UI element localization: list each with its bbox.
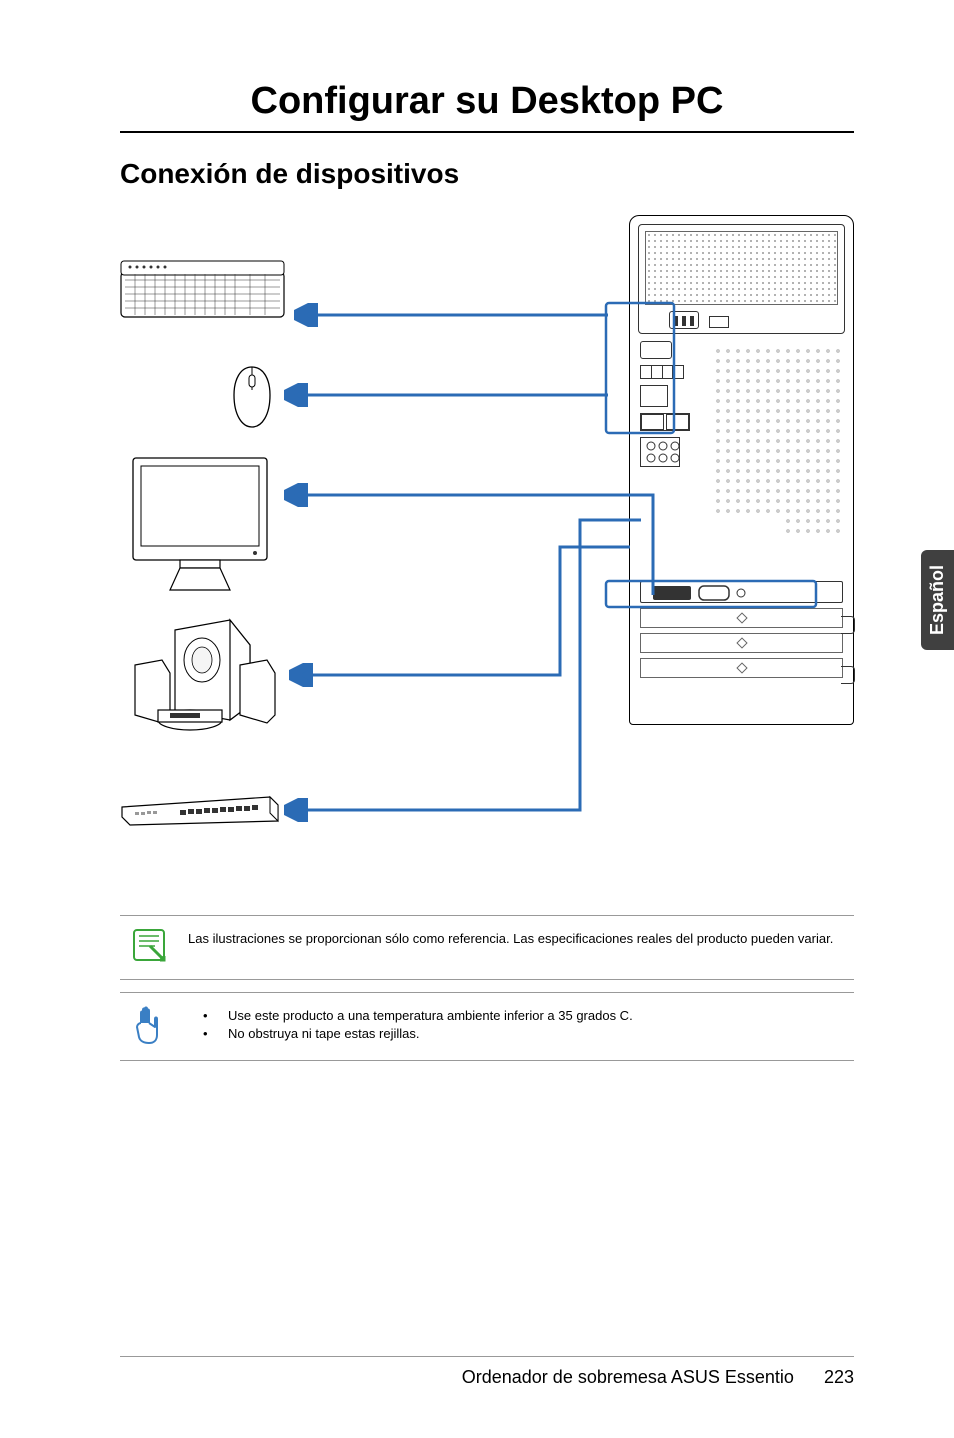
caution-item: No obstruya ni tape estas rejillas. bbox=[188, 1025, 633, 1043]
caution-list: Use este producto a una temperatura ambi… bbox=[188, 1007, 633, 1043]
footer-text: Ordenador de sobremesa ASUS Essentio bbox=[462, 1367, 794, 1387]
language-tab: Español bbox=[921, 550, 954, 650]
note-icon bbox=[130, 926, 168, 969]
page-number: 223 bbox=[824, 1367, 854, 1387]
page-footer: Ordenador de sobremesa ASUS Essentio 223 bbox=[120, 1356, 854, 1388]
section-heading: Conexión de dispositivos bbox=[120, 158, 854, 190]
page-title: Configurar su Desktop PC bbox=[120, 80, 854, 133]
caution-note: Use este producto a una temperatura ambi… bbox=[120, 992, 854, 1061]
hand-icon bbox=[130, 1003, 168, 1050]
info-note: Las ilustraciones se proporcionan sólo c… bbox=[120, 915, 854, 980]
info-note-text: Las ilustraciones se proporcionan sólo c… bbox=[188, 926, 833, 948]
connection-arrows bbox=[120, 215, 840, 855]
connection-diagram bbox=[120, 215, 854, 855]
caution-item: Use este producto a una temperatura ambi… bbox=[188, 1007, 633, 1025]
